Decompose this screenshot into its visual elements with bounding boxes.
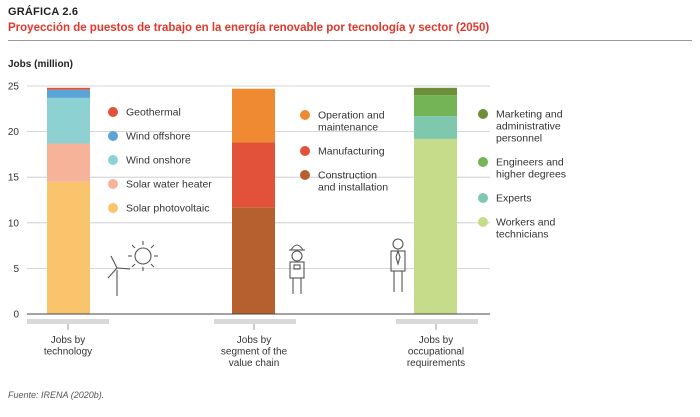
bar-segment-manufacturing — [232, 142, 275, 208]
icons — [107, 238, 406, 296]
x-category-label: segment of the — [221, 347, 288, 358]
legend-swatch — [300, 170, 310, 180]
bar-segment-wind-offshore — [47, 89, 90, 98]
legend-label: Manufacturing — [318, 146, 385, 158]
legend-swatch — [108, 155, 118, 165]
legend-label: Operation and — [318, 110, 385, 122]
bar-segment-engineers-and-higher-degrees — [414, 95, 457, 117]
legend-swatch — [478, 217, 488, 227]
bar-segment-wind-onshore — [47, 97, 90, 144]
legend-label: Solar photovoltaic — [126, 203, 209, 215]
x-category-label: requirements — [407, 358, 465, 369]
bar-segment-construction-and-installation — [232, 207, 275, 314]
legend-swatch — [478, 109, 488, 119]
title-divider — [8, 40, 692, 41]
category-tray — [396, 319, 478, 324]
y-tick-label: 0 — [13, 310, 19, 321]
figure-label: GRÁFICA 2.6 — [8, 6, 79, 18]
legend-label: higher degrees — [496, 169, 566, 181]
y-tick-label: 5 — [13, 264, 19, 275]
legend-swatch — [478, 193, 488, 203]
bar-segment-marketing-and-administrative-personnel — [414, 87, 457, 96]
legend-swatch — [108, 203, 118, 213]
legend-swatch — [300, 110, 310, 120]
x-axis — [27, 313, 490, 330]
x-category-label: occupational — [408, 347, 464, 358]
y-tick-label: 20 — [8, 127, 20, 138]
wind-sun-icon — [107, 241, 158, 296]
worker-icon — [289, 244, 305, 294]
legend-label: technicians — [496, 229, 549, 241]
legend-label: Wind onshore — [126, 155, 191, 167]
bar-segment-solar-photovoltaic — [47, 181, 90, 314]
professional-icon — [390, 238, 406, 292]
bar-segment-solar-water-heater — [47, 143, 90, 182]
legend-swatch — [478, 157, 488, 167]
legend-label: Solar water heater — [126, 179, 212, 191]
x-category-label: Jobs by — [419, 335, 453, 346]
legend-label: Engineers and — [496, 157, 564, 169]
category-tray — [27, 319, 109, 324]
x-category-label: value chain — [229, 358, 280, 369]
legend-label: Experts — [496, 193, 532, 205]
source-note: Fuente: IRENA (2020b). — [8, 390, 105, 400]
bars — [47, 87, 457, 314]
bar-segment-experts — [414, 116, 457, 139]
x-category-label: technology — [44, 347, 92, 358]
y-tick-label: 10 — [8, 218, 20, 229]
y-tick-label: 25 — [8, 82, 20, 93]
legend-swatch — [300, 146, 310, 156]
legend-label: Marketing and — [496, 109, 563, 121]
legend-label: Geothermal — [126, 107, 181, 119]
legend-label: Construction — [318, 170, 377, 182]
bar-segment-operation-and-maintenance — [232, 88, 275, 143]
legend-label: and installation — [318, 182, 388, 194]
y-axis-label: Jobs (million) — [8, 59, 73, 70]
legend-label: Wind offshore — [126, 131, 191, 143]
legend-swatch — [108, 107, 118, 117]
y-tick-labels: 0 5 10 15 20 25 — [8, 82, 20, 321]
bar-segment-geothermal — [47, 87, 90, 90]
x-category-label: Jobs by — [237, 335, 271, 346]
legend-swatch — [108, 179, 118, 189]
chart-title: Proyección de puestos de trabajo en la e… — [8, 22, 490, 34]
bar-segment-workers-and-technicians — [414, 138, 457, 314]
y-tick-label: 15 — [8, 173, 20, 184]
legend-label: Workers and — [496, 217, 555, 229]
legend-label: maintenance — [318, 122, 378, 134]
legend-label: administrative — [496, 121, 561, 133]
legends: Geothermal Wind offshore Wind onshore Solar… — [108, 107, 566, 241]
legend-label: personnel — [496, 133, 542, 145]
x-category-label: Jobs by — [51, 335, 85, 346]
legend-swatch — [108, 131, 118, 141]
category-tray — [214, 319, 296, 324]
